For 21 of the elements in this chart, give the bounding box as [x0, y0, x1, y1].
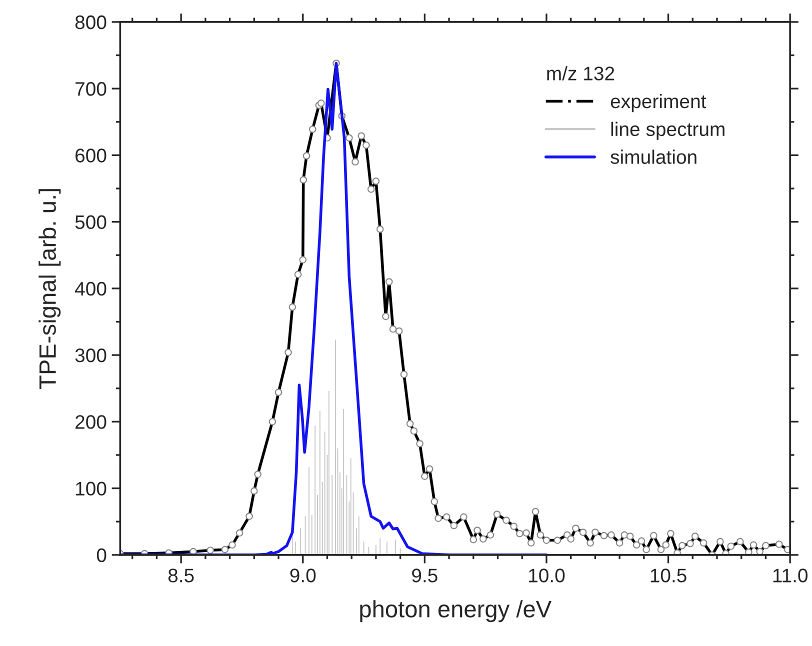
y-tick-label: 800 — [75, 15, 106, 30]
legend-label: line spectrum — [611, 122, 724, 140]
y-tick-label: 600 — [76, 148, 106, 162]
x-tick-label: 10.5 — [650, 568, 686, 582]
legend-label: experiment — [610, 94, 706, 112]
y-tick-label: 0 — [96, 548, 106, 562]
y-tick-label: 300 — [75, 348, 106, 362]
y-tick-label: 700 — [76, 82, 106, 96]
x-tick-label: 8.5 — [168, 568, 194, 582]
legend-label: simulation — [610, 150, 696, 164]
legend-title: m/z 132 — [547, 66, 614, 80]
x-tick-label: 11.0 — [773, 568, 808, 582]
x-tick-label: 9.0 — [290, 568, 316, 582]
x-axis-title: photon energy /eV — [360, 600, 552, 622]
y-axis-title: TPE-signal [arb. u.] — [38, 189, 61, 389]
y-tick-label: 500 — [75, 215, 106, 230]
y-tick-label: 200 — [76, 415, 106, 429]
x-tick-label: 9.5 — [412, 568, 438, 582]
y-tick-label: 400 — [74, 282, 106, 296]
y-tick-label: 100 — [76, 482, 106, 496]
x-tick-label: 10.0 — [529, 568, 565, 582]
